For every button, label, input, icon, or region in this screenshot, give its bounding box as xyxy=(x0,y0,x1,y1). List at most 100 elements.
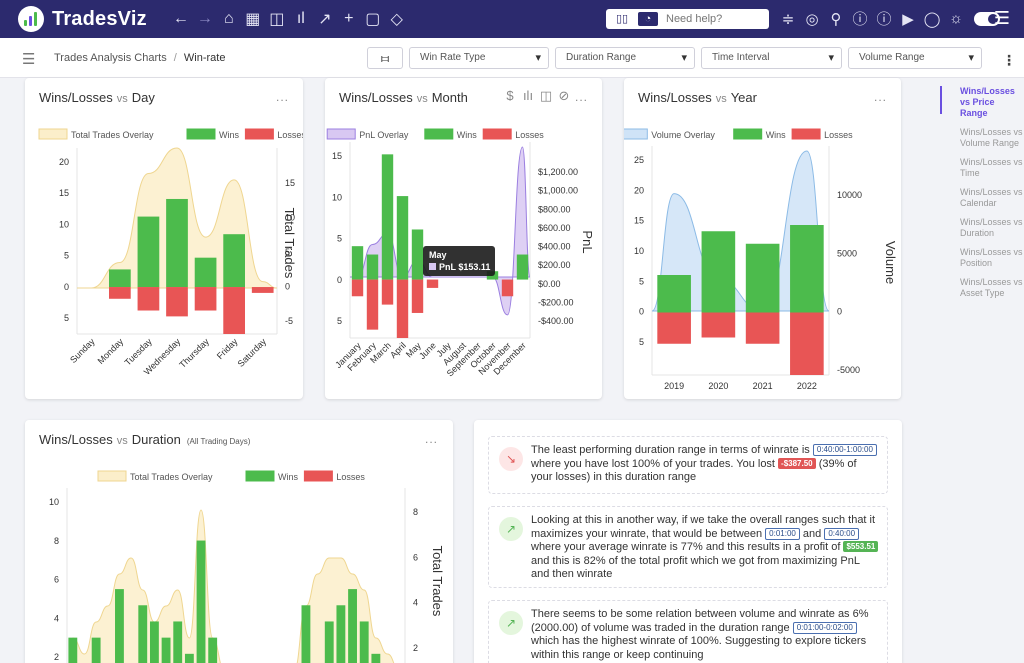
win-bar xyxy=(115,589,124,663)
x-tick-label: 2020 xyxy=(708,381,728,391)
columns-icon[interactable]: ◫ xyxy=(539,88,553,103)
x-tick-label: Monday xyxy=(96,336,126,366)
dollar-icon[interactable]: $ xyxy=(506,88,514,103)
legend-swatch xyxy=(186,128,216,140)
card-menu-icon[interactable]: ... xyxy=(276,90,290,104)
ban-icon[interactable]: ⊘ xyxy=(558,88,570,103)
legend-label: Losses xyxy=(824,130,853,140)
y-tick-label: 0 xyxy=(639,307,644,317)
chart-nav-item[interactable]: Wins/Losses vs Price Range xyxy=(940,86,1024,119)
y-tick-label: 5 xyxy=(64,313,69,323)
card-menu-icon[interactable]: ... xyxy=(874,90,888,104)
legend-label: Total Trades Overlay xyxy=(71,130,154,140)
chart-nav-item[interactable]: Wins/Losses vs Duration xyxy=(960,217,1023,238)
more-options-icon[interactable]: ⋮ xyxy=(1002,52,1016,68)
win-rate-type-dropdown[interactable]: Win Rate Type xyxy=(409,47,549,69)
y2-tick-label: 10 xyxy=(285,213,295,223)
legend-swatch xyxy=(424,128,454,140)
win-bar xyxy=(396,196,409,280)
clipboard-icon[interactable]: ▢ xyxy=(365,11,381,28)
y-tick-label: 6 xyxy=(54,575,59,585)
theme-toggle[interactable] xyxy=(974,11,1000,26)
y-tick-label: 0 xyxy=(64,282,69,292)
win-bar xyxy=(194,257,217,288)
legend-label: Wins xyxy=(278,472,298,482)
y2-tick-label: $600.00 xyxy=(538,223,571,233)
y2-tick-label: $400.00 xyxy=(538,242,571,252)
chart-card-day: Wins/Losses vs Day ... Total Trades Overla… xyxy=(25,78,303,399)
tag-icon[interactable]: ◇ xyxy=(390,11,403,28)
home-icon[interactable]: ⌂ xyxy=(223,10,234,27)
sun-icon[interactable]: ☼ xyxy=(949,10,963,27)
y2-tick-label: 5000 xyxy=(837,248,857,258)
filter-settings-button[interactable]: ⧦ xyxy=(367,47,403,69)
chat-icon[interactable]: ◯ xyxy=(923,10,941,28)
insight-item: ↗ There seems to be some relation betwee… xyxy=(488,600,888,663)
chart-nav-item[interactable]: Wins/Losses vs Calendar xyxy=(960,187,1023,208)
chart-nav-item[interactable]: Wins/Losses vs Time xyxy=(960,157,1023,178)
chart-title: Wins/Losses vs Month xyxy=(339,90,468,105)
loss-bar xyxy=(166,287,188,317)
duration-tag: 0:40:00-1:00:00 xyxy=(812,444,877,456)
legend-swatch xyxy=(97,470,127,482)
help-search[interactable]: ▯▯ ◔ xyxy=(606,9,769,29)
sidebar-toggle-icon[interactable]: ☰ xyxy=(22,51,36,68)
day-chart: Total Trades Overlay Wins Losses 20 15 10 5 0 5 1… xyxy=(38,128,303,377)
card-menu-icon[interactable]: ... xyxy=(575,90,589,104)
sliders-icon[interactable]: ≑ xyxy=(781,10,795,28)
legend-swatch xyxy=(326,128,356,140)
time-interval-dropdown[interactable]: Time Interval xyxy=(701,47,842,69)
win-bar xyxy=(348,589,357,663)
chart-card-month: Wins/Losses vs Month $ ılı ◫ ⊘ ... PnL Ove… xyxy=(325,78,602,399)
plus-icon[interactable]: + xyxy=(344,10,354,27)
breadcrumb: Trades Analysis Charts / Win-rate xyxy=(54,52,225,64)
win-bar xyxy=(138,605,148,663)
youtube-icon[interactable]: ▶ xyxy=(902,10,914,28)
x-tick-label: 2022 xyxy=(797,381,817,391)
info-icon[interactable]: ⓘ xyxy=(876,11,892,28)
y-tick-label: 10 xyxy=(332,192,342,202)
legend-label: Volume Overlay xyxy=(651,130,715,140)
win-bar xyxy=(366,254,379,280)
back-arrow-icon[interactable]: ← xyxy=(172,10,189,27)
trend-up-icon[interactable]: ↗ xyxy=(318,11,332,28)
y2-tick-label: $1,200.00 xyxy=(538,167,578,177)
calendar-icon[interactable]: ▦ xyxy=(245,11,261,28)
y2-axis-label: PnL xyxy=(580,230,595,253)
search-icon[interactable]: ⚲ xyxy=(830,10,842,28)
compass-icon[interactable]: ◎ xyxy=(805,10,819,28)
win-bar xyxy=(336,605,346,663)
month-chart: PnL Overlay Wins Losses 15 10 5 0 5 $1,200.00 $1,… xyxy=(326,128,595,379)
x-tick-label: 2021 xyxy=(753,381,773,391)
chart-nav-item[interactable]: Wins/Losses vs Volume Range xyxy=(960,127,1023,148)
hamburger-menu-icon[interactable]: ☰ xyxy=(993,8,1010,28)
chart-nav-item[interactable]: Wins/Losses vs Position xyxy=(960,247,1023,268)
clock-icon[interactable]: ◔ xyxy=(638,12,658,26)
legend-swatch xyxy=(733,128,763,140)
win-bar xyxy=(371,653,381,663)
question-icon[interactable]: ⓘ xyxy=(852,11,868,28)
bar-chart-icon[interactable]: ılı xyxy=(522,88,534,103)
duration-chart: Total Trades Overlay Wins Losses 10 8 6 4 2 8 6 4 2… xyxy=(49,470,445,663)
card-menu-icon[interactable]: ... xyxy=(425,432,439,446)
duration-range-dropdown[interactable]: Duration Range xyxy=(555,47,695,69)
y2-axis-label: Total Trades xyxy=(430,546,445,617)
bar-chart-icon[interactable]: ıl xyxy=(296,10,305,27)
chart-title: Wins/Losses vs Duration (All Trading Days) xyxy=(39,432,251,447)
tooltip-value: PnL $153.11 xyxy=(439,262,490,272)
help-search-input[interactable] xyxy=(666,13,766,25)
win-bar xyxy=(149,621,159,663)
legend-label: Losses xyxy=(515,130,544,140)
volume-range-dropdown[interactable]: Volume Range xyxy=(848,47,982,69)
y2-tick-label: 5 xyxy=(285,247,290,257)
loss-bar xyxy=(194,287,217,311)
loss-bar xyxy=(381,279,394,305)
book-icon[interactable]: ▯▯ xyxy=(615,13,629,25)
chart-nav-item[interactable]: Wins/Losses vs Asset Type xyxy=(960,277,1023,298)
forward-arrow-icon[interactable]: → xyxy=(196,10,213,27)
legend-swatch xyxy=(624,128,648,140)
brand[interactable]: TradesViz xyxy=(18,6,147,32)
loss-bar xyxy=(657,312,691,344)
breadcrumb-root[interactable]: Trades Analysis Charts xyxy=(54,52,167,64)
columns-icon[interactable]: ◫ xyxy=(269,11,285,28)
